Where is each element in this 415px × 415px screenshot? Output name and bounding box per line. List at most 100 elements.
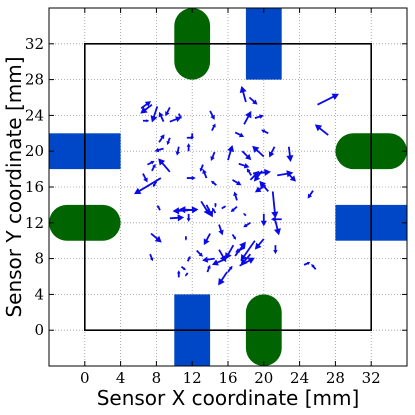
x-tick-label: 12	[183, 369, 202, 387]
y-tick-label: 12	[25, 214, 44, 232]
displacement-arrow	[150, 232, 162, 243]
displacement-arrow	[261, 129, 269, 135]
displacement-arrow	[169, 116, 182, 123]
displacement-arrow	[231, 233, 237, 240]
y-tick-label: 8	[34, 250, 44, 268]
displacement-arrow	[134, 177, 162, 195]
y-axis-label: Sensor Y coordinate [mm]	[2, 56, 26, 317]
displacement-arrow	[252, 145, 265, 158]
displacement-arrow	[206, 264, 211, 273]
y-tick-label: 32	[25, 35, 44, 53]
displacement-arrow	[150, 106, 159, 123]
plot-area	[49, 8, 407, 366]
displacement-arrow	[211, 180, 217, 186]
displacement-arrow	[234, 131, 245, 138]
displacement-arrow	[225, 244, 235, 260]
displacement-arrow	[203, 233, 211, 246]
displacement-arrow	[227, 144, 235, 161]
displacement-arrow	[238, 162, 250, 169]
displacement-arrow	[202, 256, 215, 263]
displacement-arrow	[311, 263, 317, 270]
displacement-arrow	[303, 261, 311, 266]
y-tick-label: 0	[34, 321, 44, 339]
displacement-arrow	[180, 265, 186, 271]
displacement-arrow	[307, 190, 314, 199]
axis-ticks: 0 4 8 12 16 20 24 28 32 0 4 8 12 16 20 24 28 32	[25, 8, 407, 387]
displacement-arrow	[240, 253, 252, 266]
x-tick-label: 32	[362, 369, 381, 387]
displacement-arrow	[142, 173, 148, 183]
displacement-arrow	[286, 172, 297, 182]
displacement-arrow	[249, 170, 260, 181]
displacement-arrow	[241, 150, 252, 161]
displacement-arrow	[151, 163, 156, 172]
displacement-arrow	[152, 181, 158, 187]
displacement-arrow	[286, 146, 294, 162]
displacement-arrow	[273, 245, 278, 255]
displacement-arrow	[243, 110, 252, 125]
displacement-arrow	[239, 85, 247, 103]
displacement-arrow	[186, 255, 191, 262]
displacement-arrow	[186, 213, 191, 222]
displacement-arrow	[254, 238, 265, 250]
displacement-arrow	[202, 169, 208, 179]
displacement-arrows	[134, 85, 339, 286]
displacement-arrow	[260, 213, 267, 227]
x-tick-label: 24	[290, 369, 309, 387]
y-tick-label: 20	[25, 142, 44, 160]
displacement-arrow	[142, 119, 150, 123]
x-tick-label: 16	[218, 369, 237, 387]
displacement-arrow	[154, 147, 164, 153]
displacement-arrow	[158, 111, 165, 123]
displacement-arrow	[200, 200, 211, 216]
displacement-arrow	[140, 103, 153, 114]
displacement-arrow	[218, 249, 227, 263]
x-tick-label: 0	[80, 369, 90, 387]
displacement-arrow	[169, 214, 185, 222]
displacement-arrow	[177, 270, 181, 278]
displacement-arrow	[158, 134, 165, 143]
y-tick-label: 24	[25, 106, 44, 124]
displacement-arrow	[166, 137, 171, 145]
displacement-arrow	[184, 236, 188, 241]
displacement-arrow	[185, 272, 189, 277]
displacement-arrow	[186, 136, 194, 140]
displacement-arrow	[254, 114, 264, 119]
x-tick-label: 28	[326, 369, 345, 387]
displacement-arrow	[317, 93, 339, 106]
displacement-arrow	[199, 164, 204, 172]
displacement-arrow	[165, 106, 171, 117]
displacement-arrow	[196, 249, 203, 257]
displacement-arrow	[239, 257, 255, 267]
displacement-arrow	[158, 158, 171, 173]
displacement-arrow	[172, 207, 189, 215]
displacement-arrow	[157, 204, 161, 211]
displacement-arrow	[147, 160, 155, 166]
sensor-outline	[84, 42, 372, 331]
displacement-arrow	[177, 113, 182, 119]
displacement-arrow	[214, 203, 217, 208]
displacement-arrow	[218, 224, 224, 236]
displacement-arrow	[246, 168, 253, 176]
displacement-arrow	[211, 123, 216, 132]
displacement-arrow	[209, 110, 215, 120]
x-tick-label: 8	[152, 369, 162, 387]
displacement-arrow	[240, 240, 256, 262]
displacement-arrow	[211, 207, 217, 214]
displacement-arrow	[243, 222, 251, 228]
displacement-arrow	[140, 101, 152, 109]
y-tick-label: 28	[25, 71, 44, 89]
displacement-arrow	[268, 146, 276, 158]
x-tick-label: 4	[116, 369, 126, 387]
displacement-arrow	[248, 96, 258, 105]
displacement-arrow	[232, 179, 242, 186]
displacement-arrow	[186, 175, 196, 181]
x-axis-label: Sensor X coordinate [mm]	[97, 386, 360, 410]
displacement-arrow	[233, 191, 238, 201]
displacement-arrow	[186, 143, 191, 152]
y-tick-label: 4	[34, 285, 44, 303]
displacement-arrow	[211, 258, 225, 266]
displacement-arrow	[235, 247, 245, 253]
y-tick-label: 16	[25, 178, 44, 196]
